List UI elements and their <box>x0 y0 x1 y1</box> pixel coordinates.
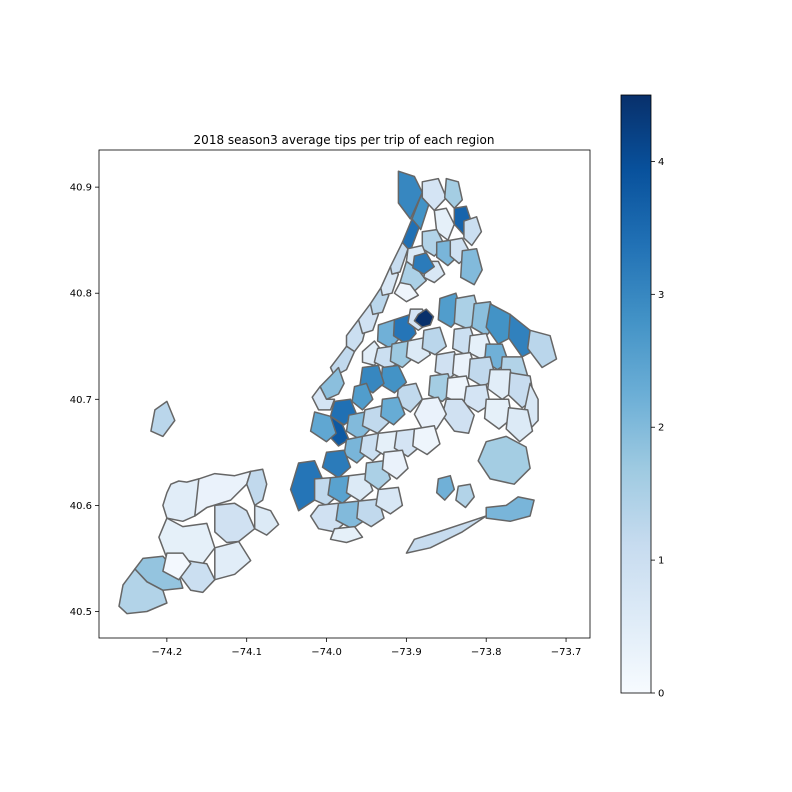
colorbar-tick-label: 3 <box>658 290 664 301</box>
x-tick-label: −73.9 <box>391 647 422 658</box>
colorbar-tick-label: 4 <box>658 157 664 168</box>
y-tick-label: 40.5 <box>70 607 92 618</box>
map-region <box>433 207 456 241</box>
x-tick-label: −74.1 <box>231 647 262 658</box>
map-region <box>389 241 409 275</box>
y-tick-label: 40.8 <box>70 289 92 300</box>
map-region <box>214 540 252 581</box>
map-region <box>485 303 515 345</box>
map-region <box>329 525 364 544</box>
colorbar-tick-label: 1 <box>658 556 664 567</box>
map-region <box>421 326 448 356</box>
map-region <box>435 474 456 501</box>
map-region <box>421 177 448 212</box>
map-region <box>245 468 268 507</box>
x-axis: −74.2 −74.1 −74.0 −73.9 −73.8 −73.7 <box>152 638 582 658</box>
y-axis: 40.5 40.6 40.7 40.8 40.9 <box>70 183 99 618</box>
map-region <box>526 329 558 369</box>
map-region <box>413 396 448 430</box>
map-region <box>393 281 420 303</box>
map-region <box>397 170 424 220</box>
map-region <box>150 400 176 438</box>
map-region <box>162 552 192 581</box>
map-region <box>413 308 435 328</box>
y-tick-label: 40.9 <box>70 183 92 194</box>
x-tick-label: −74.2 <box>152 647 183 658</box>
map-region <box>483 398 513 430</box>
map-region <box>505 407 534 443</box>
map-region <box>412 252 436 275</box>
map-region <box>412 425 441 456</box>
map-region <box>253 504 280 536</box>
map-region <box>311 385 336 411</box>
map-region <box>463 216 483 247</box>
map-region <box>401 218 420 252</box>
colorbar <box>620 94 652 694</box>
map-region <box>118 568 168 615</box>
map-region <box>459 247 483 286</box>
map-region <box>455 483 475 509</box>
x-tick-label: −73.8 <box>471 647 502 658</box>
map-region <box>351 382 374 411</box>
map-region <box>477 435 531 485</box>
map-region <box>309 411 337 443</box>
y-tick-label: 40.7 <box>70 395 92 406</box>
map-region <box>375 486 404 515</box>
x-tick-label: −73.7 <box>551 647 582 658</box>
map-axes-frame <box>98 149 591 639</box>
chart-title: 2018 season3 average tips per trip of ea… <box>194 133 495 147</box>
map-regions <box>118 170 558 615</box>
map-region <box>463 383 491 413</box>
map-region <box>321 449 352 479</box>
colorbar-axis: 0 1 2 3 4 <box>651 157 664 700</box>
map-region <box>405 515 487 554</box>
map-region <box>214 502 256 544</box>
map-region <box>380 396 406 426</box>
colorbar-tick-label: 2 <box>658 423 664 434</box>
map-region <box>443 177 464 210</box>
y-tick-label: 40.6 <box>70 501 92 512</box>
map-region <box>485 496 535 523</box>
x-tick-label: −74.0 <box>311 647 342 658</box>
colorbar-tick-label: 0 <box>658 689 664 700</box>
map-region <box>381 449 409 480</box>
